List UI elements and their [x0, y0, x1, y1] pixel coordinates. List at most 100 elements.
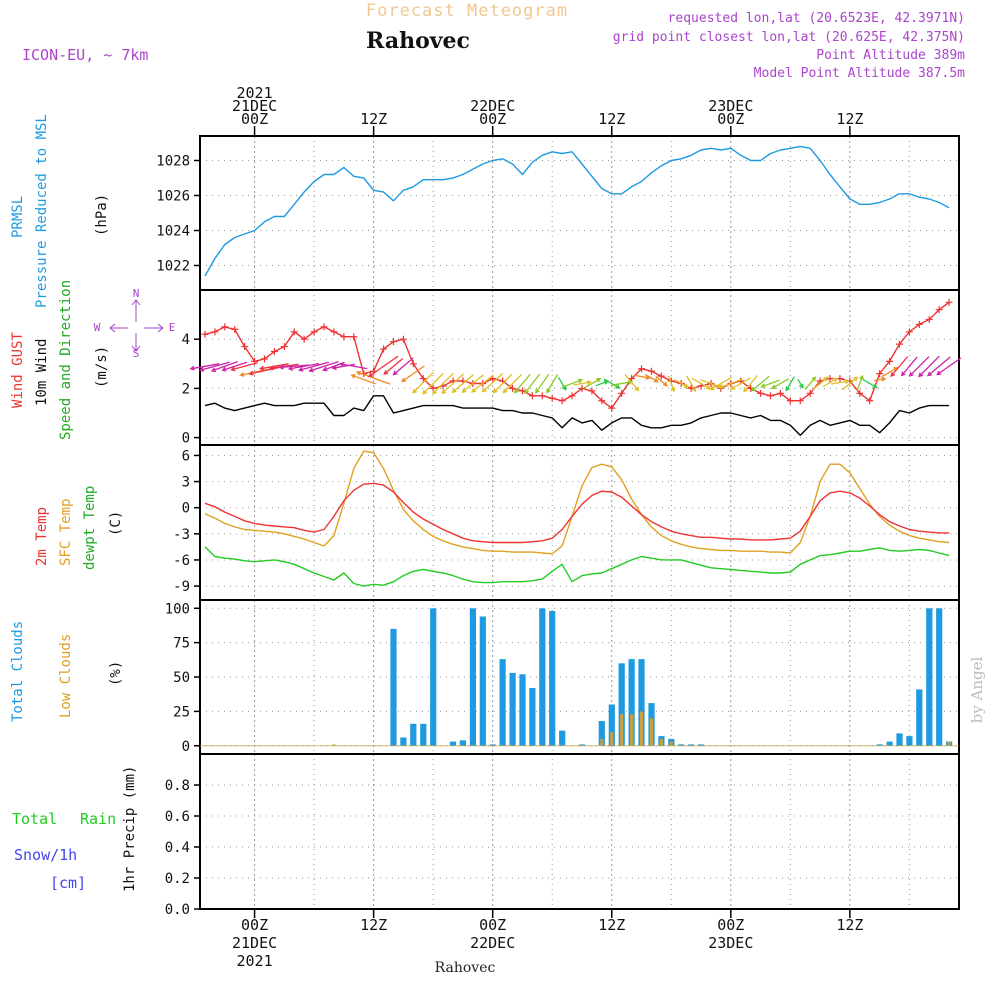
p2-label-dir: Speed and Direction: [58, 280, 74, 440]
y-tick-label: 25: [173, 704, 190, 720]
wind-arrow: [339, 361, 368, 370]
y-tick-label: 50: [173, 670, 190, 686]
wind-arrow: [210, 360, 238, 373]
wind-arrow: [502, 373, 523, 394]
requested-coords: requested lon,lat (20.6523E, 42.3971N): [668, 11, 965, 26]
bottom-time-label: 22DEC: [470, 934, 515, 952]
panel-pressure: 1022 1024 1026 1028: [156, 135, 960, 291]
wind-arrow: [709, 376, 732, 391]
gust-marker: [340, 333, 348, 341]
wind-arrow: [278, 364, 309, 370]
gust-marker: [866, 397, 874, 405]
point-altitude: Point Altitude 389m: [816, 48, 965, 63]
top-time-label: 00Z: [717, 110, 744, 128]
watermark: by Angel: [968, 656, 986, 723]
wind-arrow: [308, 360, 339, 373]
compass-icon: N S W E: [94, 287, 176, 360]
top-time-label: 00Z: [241, 110, 268, 128]
wind-arrow: [873, 376, 887, 382]
gust-marker: [330, 328, 338, 336]
wind-arrow: [812, 376, 829, 391]
wind-arrow: [350, 373, 376, 385]
wind-arrow: [822, 377, 839, 388]
gust-marker: [241, 343, 249, 351]
wind-speed-line: [204, 395, 950, 436]
p3-unit: (C): [108, 511, 124, 536]
dewpoint-line: [204, 546, 950, 587]
bottom-time-label: 00Z: [479, 916, 506, 934]
p2-label-wind: 10m Wind: [34, 339, 50, 406]
wind-arrow: [856, 374, 864, 392]
bottom-time-label: 12Z: [360, 916, 387, 934]
wind-arrow: [900, 356, 918, 377]
total-cloud-bar: [906, 736, 913, 746]
p1-label-a: PRMSL: [10, 196, 26, 238]
y-tick-label: 0.0: [165, 902, 190, 918]
top-time-label: 12Z: [360, 110, 387, 128]
y-tick-label: 100: [165, 601, 190, 617]
total-cloud-bar: [608, 704, 615, 746]
wind-arrow: [441, 373, 465, 394]
gust-marker: [618, 389, 626, 397]
gust-marker: [588, 387, 596, 395]
wind-arrow: [770, 378, 790, 389]
wind-arrow: [221, 361, 248, 372]
wind-arrow: [611, 379, 634, 386]
panel-frame: [199, 753, 960, 910]
gust-marker: [231, 325, 239, 333]
bottom-time-label: 21DEC: [232, 934, 277, 952]
panel-temperature: -9 -6 -3 0 3 6: [173, 444, 960, 601]
wind-arrow: [750, 375, 770, 392]
gust-marker: [509, 384, 517, 392]
wind-arrow: [743, 375, 758, 393]
wind-arrow: [546, 374, 558, 394]
p5-total: Total: [12, 810, 57, 828]
p5-unit: 1hr Precip (mm): [122, 766, 138, 892]
low-cloud-bar: [649, 718, 653, 746]
temp-2m-line: [204, 482, 950, 544]
gust-marker: [409, 360, 417, 368]
gust-marker: [905, 328, 913, 336]
y-tick-label: 1028: [156, 154, 190, 170]
y-tick-label: 2: [182, 381, 190, 397]
wind-arrow: [927, 356, 951, 377]
low-cloud-bar: [332, 744, 336, 746]
wind-arrow: [470, 374, 494, 393]
low-cloud-bars: [332, 711, 951, 746]
p1-label-b: Pressure Reduced to MSL: [34, 114, 50, 308]
total-cloud-bar: [430, 608, 437, 746]
total-cloud-bar: [390, 628, 397, 746]
bottom-time-label: 12Z: [598, 916, 625, 934]
total-cloud-bar: [896, 733, 903, 746]
wind-arrow: [785, 376, 795, 392]
gust-marker: [826, 375, 834, 383]
wind-arrow: [248, 366, 280, 376]
pressure-line: [204, 145, 950, 277]
chart-title: Forecast Meteogram: [366, 1, 568, 21]
gust-marker: [856, 389, 864, 397]
panel-precipitation: 0.0 0.2 0.4 0.6 0.8: [165, 753, 960, 918]
wind-arrow: [355, 370, 391, 385]
y-tick-label: -9: [173, 579, 190, 595]
gust-marker: [548, 394, 556, 402]
wind-arrow: [686, 375, 697, 393]
gust-marker: [628, 375, 636, 383]
total-cloud-bar: [519, 674, 526, 746]
total-cloud-bar: [479, 616, 486, 746]
sfc-temp-line: [204, 450, 950, 555]
wind-arrow: [603, 378, 621, 389]
model-altitude: Model Point Altitude 387.5m: [754, 66, 965, 81]
y-tick-label: 0.6: [165, 809, 190, 825]
gust-marker: [876, 370, 884, 378]
total-cloud-bar: [886, 741, 893, 746]
wind-arrow: [198, 361, 230, 372]
total-cloud-bar: [529, 688, 536, 746]
total-cloud-bar: [459, 740, 466, 746]
top-time-label: 21DEC: [232, 97, 277, 115]
total-cloud-bar: [598, 721, 605, 746]
gust-marker: [389, 338, 397, 346]
total-cloud-bar: [559, 730, 566, 746]
wind-arrow: [673, 378, 690, 389]
wind-arrow: [401, 365, 425, 383]
